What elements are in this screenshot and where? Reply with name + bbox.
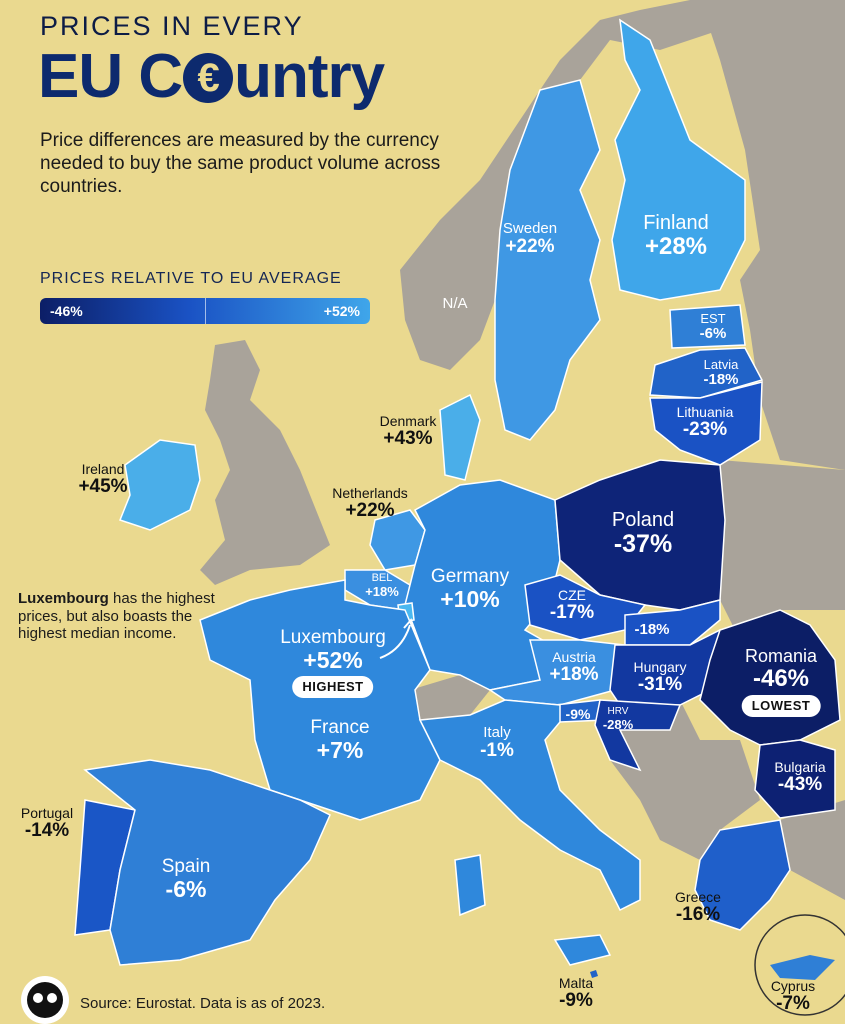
balkans-region [600, 700, 760, 860]
greece-region [694, 819, 791, 931]
legend-max-label: +52% [323, 303, 360, 319]
croatia-region [594, 699, 682, 772]
label-spain: Spain -6% [161, 856, 211, 902]
luxembourg-arrowhead [403, 618, 416, 632]
label-bulgaria: Bulgaria -43% [774, 759, 826, 795]
note-rest: has the highest prices, but also boasts … [18, 590, 215, 643]
label-cyprus: Cyprus -7% [770, 978, 816, 1014]
legend-title: PRICES RELATIVE TO EU AVERAGE [40, 270, 342, 287]
label-france: France +7% [310, 717, 370, 763]
ireland-region [119, 439, 201, 531]
label-malta: Malta -9% [558, 975, 594, 1011]
label-portugal: Portugal -14% [20, 805, 74, 841]
label-estonia: EST -6% [699, 311, 727, 342]
turkey-region [780, 800, 845, 900]
subtitle: Price differences are measured by the cu… [40, 130, 441, 197]
legend-bar: -46% +52% [40, 298, 370, 324]
label-luxembourg: Luxembourg +52% HIGHEST [280, 628, 386, 698]
label-latvia: Latvia -18% [703, 357, 739, 388]
hungary-region [609, 628, 721, 706]
cyprus-region [770, 955, 835, 980]
label-hungary: Hungary -31% [633, 659, 687, 695]
label-sweden: Sweden +22% [502, 220, 558, 257]
label-poland: Poland -37% [611, 509, 675, 558]
finland-region [611, 18, 746, 301]
title-top: PRICES IN EVERY [40, 11, 304, 41]
russia-region [700, 0, 845, 470]
visual-capitalist-logo [21, 976, 69, 1024]
source-text: Source: Eurostat. Data is as of 2023. [80, 995, 326, 1012]
legend-min-label: -46% [50, 303, 83, 319]
label-netherlands: Netherlands +22% [332, 485, 408, 521]
luxembourg-arrow [379, 624, 411, 659]
label-italy: Italy -1% [480, 724, 514, 761]
sweden-region [494, 79, 601, 441]
malta-region [590, 970, 598, 978]
label-austria: Austria +18% [549, 649, 599, 685]
label-croatia: HRV -28% [602, 706, 634, 732]
switzerland-region [410, 675, 490, 720]
title-main-pre: EU C [38, 42, 183, 111]
label-germany: Germany +10% [430, 566, 510, 612]
label-romania: Romania -46% LOWEST [741, 647, 821, 717]
euro-icon: € [183, 53, 234, 103]
legend-divider [205, 298, 206, 324]
na-label: N/A [442, 295, 468, 312]
denmark-region [439, 393, 481, 481]
label-slovakia: -18% [634, 621, 670, 638]
label-belgium: BEL +18% [365, 572, 399, 599]
label-czechia: CZE -17% [549, 587, 595, 623]
label-greece: Greece -16% [675, 889, 721, 925]
latvia-region [649, 347, 764, 399]
title-main-post: untry [234, 42, 385, 111]
italy-region [418, 699, 641, 912]
bulgaria-region [754, 739, 836, 819]
estonia-region [669, 304, 746, 349]
norway-region [400, 0, 760, 370]
spain-region [83, 759, 331, 966]
luxembourg-note: Luxembourg has the highest prices, but a… [18, 590, 218, 643]
uk-region [200, 340, 330, 585]
label-slovenia: -9% [565, 706, 591, 722]
lowest-badge: LOWEST [741, 695, 821, 717]
label-lithuania: Lithuania -23% [676, 404, 734, 440]
label-ireland: Ireland +45% [78, 461, 128, 497]
sardinia-region [454, 854, 486, 917]
label-denmark: Denmark +43% [379, 413, 437, 449]
highest-badge: HIGHEST [292, 676, 374, 698]
note-bold: Luxembourg [18, 590, 109, 607]
sicily-region [553, 934, 612, 966]
label-finland: Finland +28% [643, 212, 709, 260]
page-title: EU C € untry [38, 42, 385, 111]
lithuania-region [649, 381, 763, 466]
ukraine-region [720, 460, 845, 640]
cyprus-inset-ring [754, 914, 845, 1016]
